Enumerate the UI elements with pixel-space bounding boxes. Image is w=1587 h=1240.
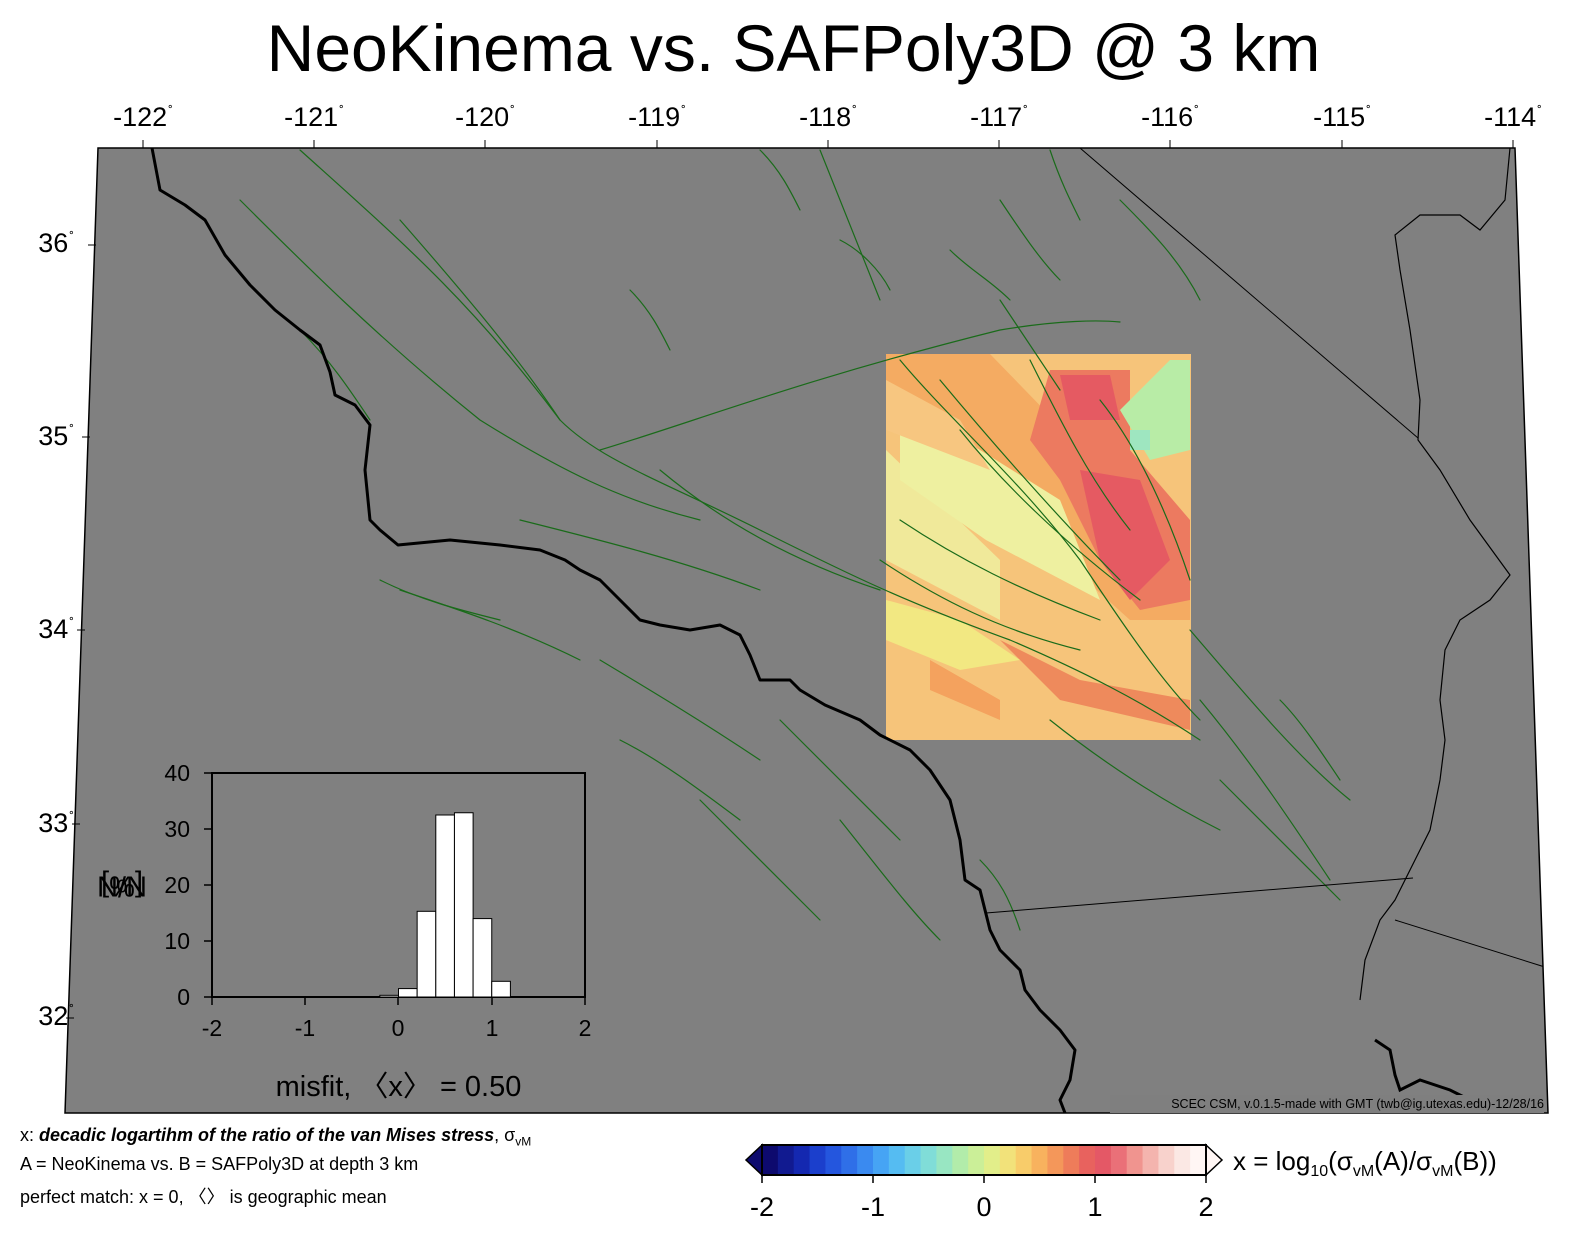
lat-label: 32˚: [38, 1001, 74, 1031]
colorbar-tick: -1: [860, 1192, 885, 1222]
state-borders: [985, 148, 1548, 969]
colorbar: [744, 1143, 1224, 1183]
colorbar-tick: -2: [749, 1192, 774, 1222]
hist-y-tick: 20: [164, 872, 190, 898]
colorbar-cell: [888, 1145, 906, 1175]
histogram-bar: [491, 980, 511, 998]
coastline: [150, 148, 1077, 1113]
lat-label: 36˚: [38, 228, 74, 258]
colorbar-cell: [1142, 1145, 1160, 1175]
lon-label: -117˚: [970, 102, 1028, 132]
lon-label: -115˚: [1313, 102, 1371, 132]
colorbar-cell: [968, 1145, 985, 1175]
lon-label: -116˚: [1141, 102, 1199, 132]
colorbar-cell: [936, 1145, 953, 1175]
histogram-inset: [204, 772, 586, 1005]
credit-text: SCEC CSM, v.0.1.5-made with GMT (twb@ig.…: [1110, 1095, 1544, 1113]
hist-y-tick: 10: [164, 928, 190, 954]
lon-label: -122˚: [113, 102, 173, 132]
colorbar-cell: [999, 1145, 1017, 1175]
hist-x-tick: 2: [578, 1015, 592, 1041]
hist-y-tick: 0: [177, 984, 190, 1010]
colorbar-cell: [920, 1145, 938, 1175]
colorbar-cell: [1110, 1145, 1128, 1175]
lon-label: -114˚: [1484, 102, 1542, 132]
colorbar-cell: [1015, 1145, 1033, 1175]
hist-x-label: misfit, 〈x〉 = 0.50: [275, 1071, 522, 1103]
colorbar-cell: [1158, 1145, 1175, 1175]
colorbar-cell: [873, 1145, 890, 1175]
colorbar-cell: [1174, 1145, 1191, 1175]
lon-label: -120˚: [455, 102, 515, 132]
colorbar-tick: 0: [976, 1192, 992, 1222]
histogram-bar: [398, 988, 418, 998]
fault-traces: [239, 149, 1351, 961]
colorbar-cell: [1079, 1145, 1096, 1175]
note-line-3: perfect match: x = 0, 〈〉 is geographic m…: [20, 1187, 387, 1207]
colorbar-cell: [857, 1145, 874, 1175]
note-line-2: A = NeoKinema vs. B = SAFPoly3D at depth…: [20, 1154, 419, 1174]
lat-label: 35˚: [38, 421, 74, 451]
colorbar-tick: 2: [1198, 1192, 1214, 1222]
histogram-bar: [416, 910, 437, 998]
map-frame-ticks: [66, 140, 1514, 1019]
colorado-river: [1359, 148, 1511, 1001]
page-title: NeoKinema vs. SAFPoly3D @ 3 km: [266, 11, 1321, 85]
hist-x-tick: 0: [391, 1015, 405, 1041]
lon-label: -119˚: [628, 102, 686, 132]
colorbar-tick: 1: [1087, 1192, 1103, 1222]
colorbar-cell: [793, 1145, 811, 1175]
colorbar-cell: [1190, 1145, 1207, 1175]
colorbar-cell: [762, 1145, 779, 1175]
colorbar-cell: [952, 1145, 969, 1175]
colorbar-cell: [809, 1145, 827, 1175]
hist-x-tick: -1: [294, 1015, 316, 1041]
colorbar-cell: [984, 1145, 1001, 1175]
lat-label: 33˚: [38, 808, 74, 838]
hist-x-tick: -2: [201, 1015, 223, 1041]
hist-x-tick: 1: [485, 1015, 499, 1041]
lon-label: -121˚: [284, 102, 344, 132]
colorbar-cell: [777, 1145, 795, 1175]
stress-ratio-raster: [886, 354, 1191, 740]
histogram-bar: [472, 918, 493, 998]
histogram-bar: [453, 812, 474, 998]
colorbar-cell: [1063, 1145, 1080, 1175]
hist-y-tick: 30: [164, 816, 190, 842]
colorbar-cell: [1047, 1145, 1064, 1175]
colorbar-cell: [904, 1145, 922, 1175]
hist-y-tick: 40: [164, 760, 190, 786]
colorbar-title: x = log10(σvM(A)/σvM(B)): [1233, 1146, 1497, 1181]
note-line-1: x: decadic logartihm of the ratio of the…: [20, 1125, 532, 1149]
lon-label: -118˚: [799, 102, 857, 132]
colorbar-cell: [1126, 1145, 1144, 1175]
colorbar-cell: [1031, 1145, 1049, 1175]
colorbar-cell: [1095, 1145, 1112, 1175]
histogram-bar: [435, 814, 455, 998]
colorbar-cell: [825, 1145, 842, 1175]
lat-label: 34˚: [38, 614, 74, 644]
colorbar-cell: [841, 1145, 858, 1175]
histogram-bar: [379, 994, 400, 998]
